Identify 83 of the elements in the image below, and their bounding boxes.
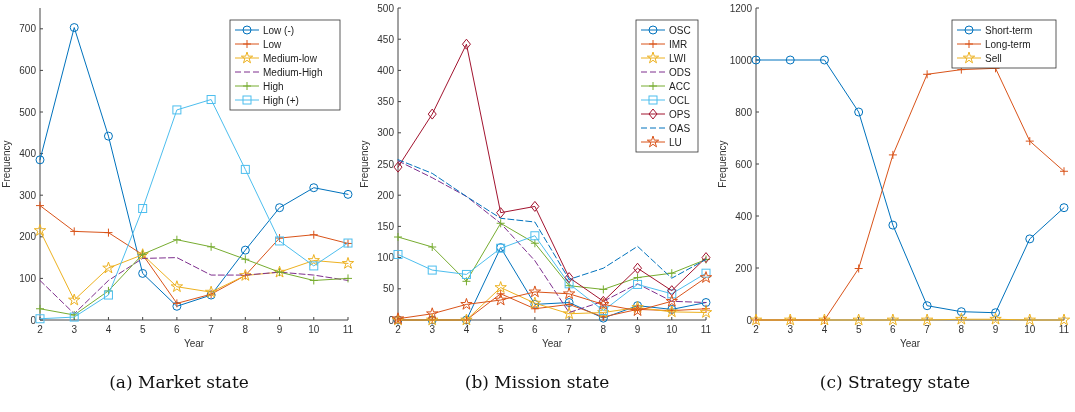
x-tick-label: 3	[429, 324, 436, 335]
legend-label: IMR	[669, 38, 688, 50]
x-tick-label: 6	[532, 324, 539, 335]
legend-label: Low	[263, 38, 283, 50]
y-tick-label: 0	[746, 314, 753, 326]
x-tick-label: 11	[1058, 324, 1070, 335]
x-tick-label: 6	[174, 324, 181, 335]
y-tick-label: 500	[19, 106, 37, 118]
x-tick-label: 7	[924, 324, 931, 335]
x-tick-label: 8	[958, 324, 965, 335]
y-axis-title: Frequency	[717, 140, 728, 188]
x-tick-label: 8	[242, 324, 249, 335]
text: (c) Strategy state	[819, 372, 971, 392]
x-tick-label: 9	[276, 324, 283, 335]
y-tick-label: 300	[377, 127, 395, 139]
y-tick-label: 800	[735, 106, 753, 118]
y-tick-label: 350	[377, 96, 395, 108]
legend-label: OCL	[669, 94, 690, 106]
y-tick-label: 200	[377, 189, 395, 201]
x-tick-label: 8	[600, 324, 607, 335]
x-tick-label: 7	[208, 324, 215, 335]
y-tick-label: 50	[382, 283, 395, 295]
y-tick-label: 600	[735, 158, 753, 170]
y-tick-label: 400	[19, 148, 37, 160]
x-tick-label: 9	[992, 324, 999, 335]
x-axis-title: Year	[541, 338, 563, 349]
x-tick-label: 11	[342, 324, 354, 335]
x-tick-label: 7	[566, 324, 573, 335]
x-tick-label: 10	[1024, 324, 1036, 335]
y-tick-label: 250	[377, 158, 395, 170]
legend-label: ODS	[669, 66, 691, 78]
x-tick-label: 10	[666, 324, 678, 335]
y-tick-label: 0	[388, 314, 395, 326]
x-tick-label: 5	[139, 324, 146, 335]
x-tick-label: 5	[497, 324, 504, 335]
legend-label: Sell	[985, 52, 1002, 64]
y-tick-label: 300	[19, 189, 37, 201]
y-tick-label: 400	[377, 64, 395, 76]
x-tick-label: 11	[700, 324, 712, 335]
x-tick-label: 2	[395, 324, 402, 335]
y-tick-label: 1200	[729, 2, 753, 14]
x-tick-label: 4	[821, 324, 828, 335]
legend-label: High (+)	[263, 94, 299, 106]
y-axis-title: Frequency	[1, 140, 12, 188]
y-axis-title: Frequency	[359, 140, 370, 188]
legend-label: OSC	[669, 24, 691, 36]
x-tick-label: 2	[753, 324, 760, 335]
legend-label: High	[263, 80, 284, 92]
legend-label: Medium-low	[263, 52, 318, 64]
y-tick-label: 400	[735, 210, 753, 222]
legend-label: LWI	[669, 52, 687, 64]
y-tick-label: 1000	[729, 54, 753, 66]
legend-label: Low (-)	[263, 24, 295, 36]
legend-label: OAS	[669, 122, 691, 134]
y-tick-label: 150	[377, 220, 395, 232]
y-tick-label: 600	[19, 64, 37, 76]
y-tick-label: 500	[377, 2, 395, 14]
x-tick-label: 2	[37, 324, 44, 335]
y-tick-label: 200	[735, 262, 753, 274]
text: (b) Mission state	[464, 372, 610, 392]
legend-label: OPS	[669, 108, 691, 120]
text: (a) Market state	[109, 372, 249, 392]
x-tick-label: 9	[634, 324, 641, 335]
y-tick-label: 700	[19, 23, 37, 35]
x-axis-title: Year	[183, 338, 205, 349]
legend-label: Long-term	[985, 38, 1031, 50]
x-tick-label: 3	[787, 324, 794, 335]
x-tick-label: 3	[71, 324, 78, 335]
legend-label: Medium-High	[263, 66, 323, 78]
legend-label: LU	[669, 136, 682, 148]
legend-label: ACC	[669, 80, 691, 92]
x-tick-label: 4	[105, 324, 112, 335]
y-tick-label: 100	[377, 252, 395, 264]
y-tick-label: 450	[377, 33, 395, 45]
x-tick-label: 4	[463, 324, 470, 335]
y-tick-label: 100	[19, 272, 37, 284]
x-tick-label: 6	[890, 324, 897, 335]
y-tick-label: 0	[30, 314, 37, 326]
x-tick-label: 5	[855, 324, 862, 335]
x-tick-label: 10	[308, 324, 320, 335]
legend-label: Short-term	[985, 24, 1033, 36]
y-tick-label: 200	[19, 231, 37, 243]
x-axis-title: Year	[899, 338, 921, 349]
